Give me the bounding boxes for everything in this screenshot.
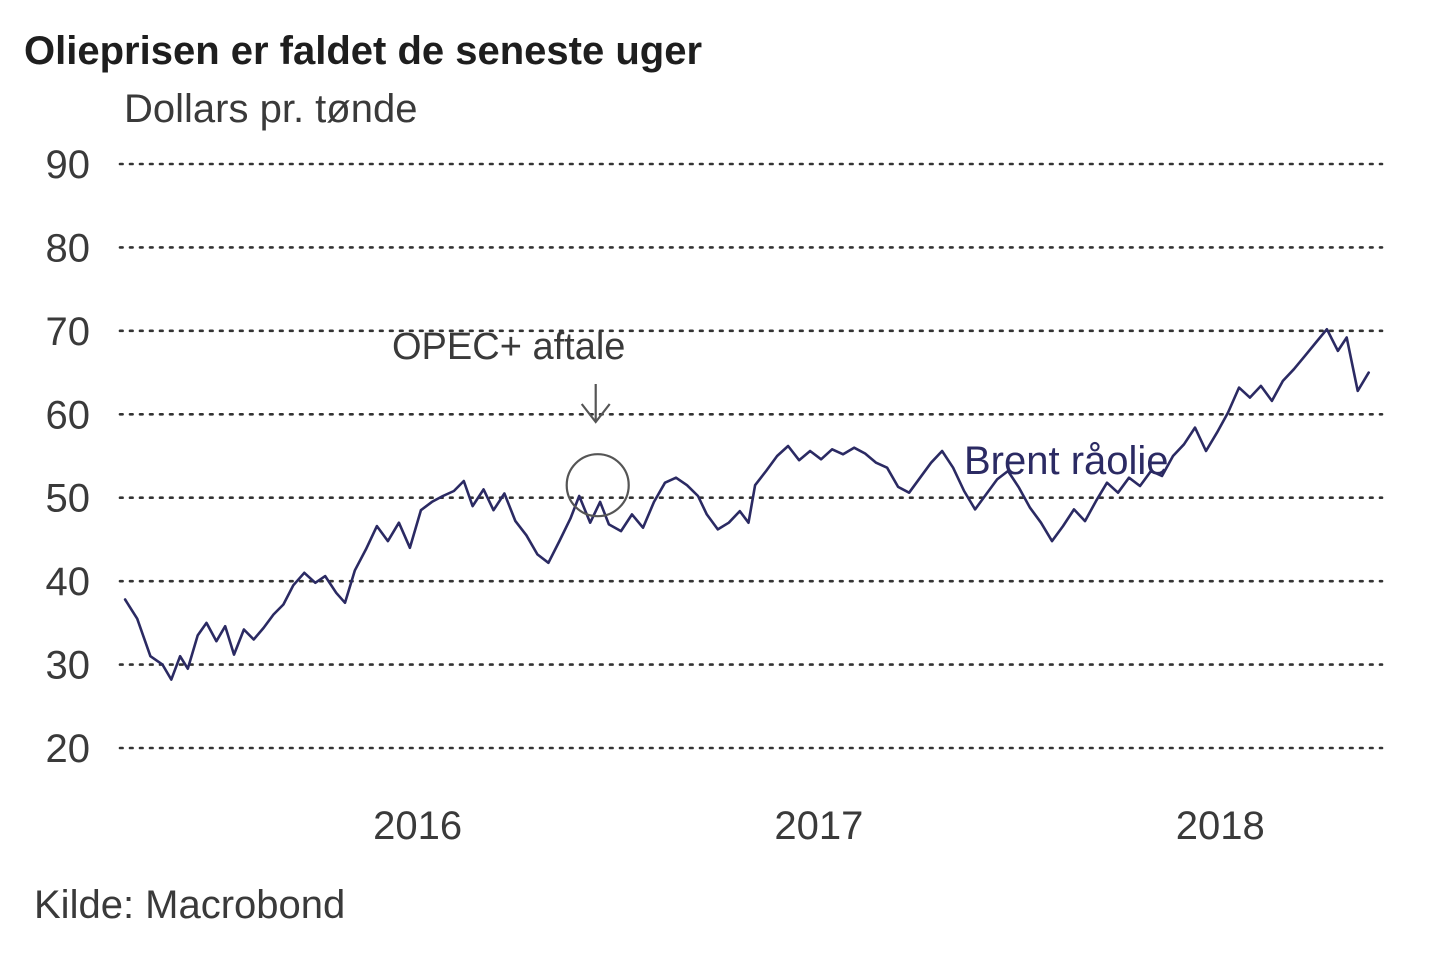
y-tick-label-70: 70	[46, 310, 91, 354]
y-tick-label-50: 50	[46, 477, 91, 521]
x-tick-label-2016: 2016	[373, 804, 462, 848]
series-label-brent: Brent råolie	[964, 439, 1169, 483]
annotation-circle	[565, 453, 630, 518]
series-layer	[123, 327, 1370, 681]
chart-title: Olieprisen er faldet de seneste uger	[24, 29, 702, 73]
source-label: Kilde: Macrobond	[34, 883, 345, 927]
y-tick-label-40: 40	[46, 560, 91, 604]
y-tick-label-80: 80	[46, 226, 91, 270]
y-tick-label-20: 20	[46, 727, 91, 771]
y-axis-ticks: 20 30 40 50 60 70 80 90	[46, 143, 91, 771]
x-tick-label-2017: 2017	[774, 804, 863, 848]
x-tick-label-2018: 2018	[1176, 804, 1265, 848]
annotation-text: OPEC+ aftale	[392, 326, 625, 368]
y-tick-label-90: 90	[46, 143, 91, 187]
gridlines	[118, 162, 1384, 750]
y-axis-unit-label: Dollars pr. tønde	[124, 87, 417, 131]
series-line-0	[123, 327, 1370, 681]
x-axis-ticks: 2016 2017 2018	[373, 804, 1265, 848]
annotation-arrow-icon	[580, 384, 611, 424]
y-tick-label-60: 60	[46, 393, 91, 437]
y-tick-label-30: 30	[46, 644, 91, 688]
opec-annotation: OPEC+ aftale	[392, 326, 630, 518]
